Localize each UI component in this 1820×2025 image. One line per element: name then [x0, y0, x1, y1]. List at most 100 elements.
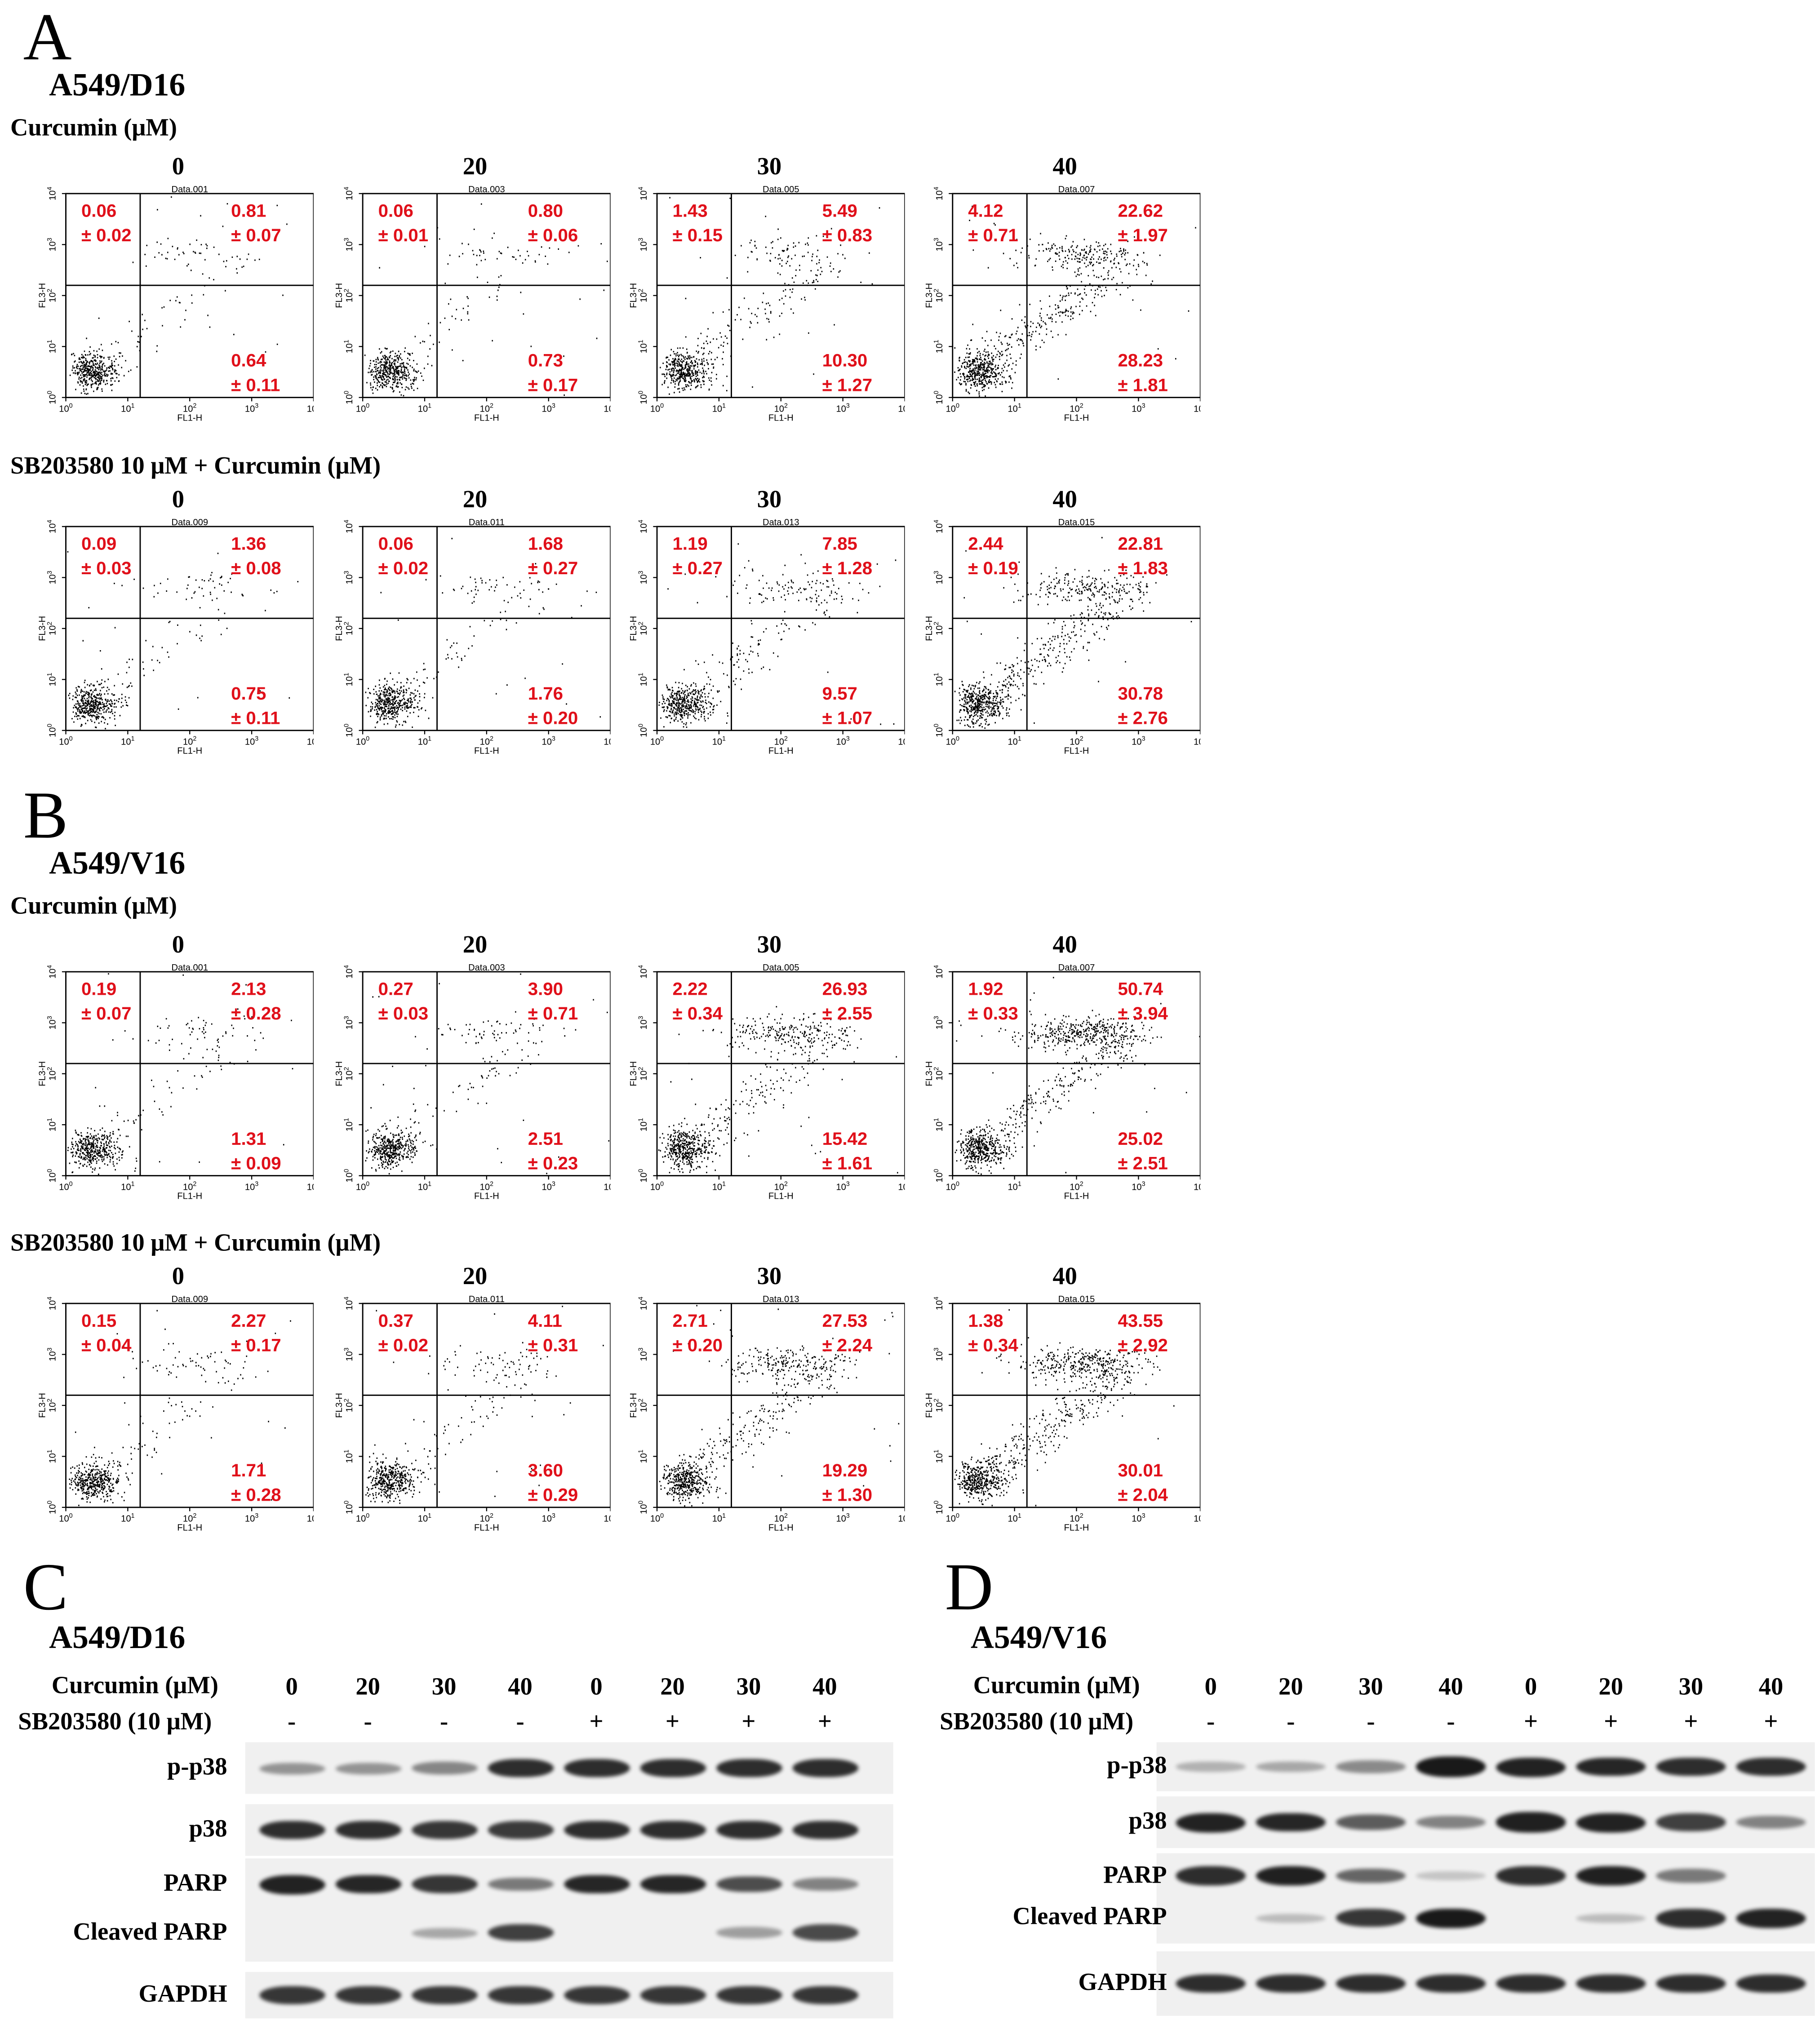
x-tick-label: 101 — [1008, 403, 1021, 414]
sb203580-sign: - — [1207, 1708, 1215, 1736]
event-dots — [69, 196, 288, 395]
x-tick-label: 103 — [245, 1512, 258, 1524]
quadrant-upper-right-value: 3.90 — [528, 979, 563, 999]
y-axis-label: FL3-H — [334, 283, 344, 308]
event-dots — [365, 1306, 604, 1504]
protein-band — [335, 1762, 401, 1774]
x-axis-label: FL1-H — [474, 1191, 499, 1199]
x-tick-label: 102 — [1070, 403, 1083, 414]
file-name: Data.011 — [469, 1294, 505, 1304]
quadrant-upper-left-value: 0.15 — [81, 1311, 116, 1331]
quadrant-lower-right-value: 0.64 — [231, 350, 266, 371]
event-dots — [660, 197, 880, 395]
y-tick-label: 102 — [46, 622, 58, 635]
condition-label: SB203580 10 μM + Curcumin (μM) — [10, 1230, 381, 1257]
y-axis-label: FL3-H — [38, 1393, 48, 1418]
quadrant-upper-left-value: 2.71 — [672, 1311, 707, 1331]
y-tick-label: 100 — [933, 1169, 945, 1183]
protein-band — [1256, 1866, 1326, 1886]
dose-label: 20 — [462, 486, 488, 514]
band-label: p-p38 — [167, 1754, 227, 1781]
quadrant-upper-left-value: 0.19 — [81, 979, 116, 999]
y-axis-label: FL3-H — [629, 616, 639, 641]
x-tick-label: 104 — [1194, 403, 1200, 414]
dose-label: 30 — [757, 931, 782, 959]
quadrant-upper-right-value: ± 1.83 — [1118, 558, 1167, 578]
sb203580-sign: + — [1604, 1708, 1618, 1736]
blot-strip — [245, 1972, 893, 2019]
file-name: Data.005 — [763, 185, 799, 195]
curcumin-dose: 0 — [1204, 1674, 1217, 1701]
dose-label: 30 — [757, 486, 782, 514]
y-tick-label: 102 — [637, 622, 649, 635]
x-tick-label: 101 — [1008, 736, 1021, 747]
protein-band — [1496, 1757, 1566, 1777]
file-name: Data.001 — [171, 185, 208, 195]
x-tick-label: 103 — [1132, 403, 1145, 414]
dose-label: 30 — [757, 1263, 782, 1291]
x-tick-label: 100 — [356, 403, 369, 414]
sb203580-sign: + — [1684, 1708, 1698, 1736]
x-axis-label: FL1-H — [768, 413, 794, 421]
quadrant-lower-right-value: 30.01 — [1118, 1460, 1163, 1480]
y-tick-label: 104 — [933, 520, 945, 533]
y-tick-label: 102 — [46, 1067, 58, 1081]
panel-letter: C — [23, 1551, 68, 1625]
protein-band — [1336, 1760, 1406, 1773]
x-tick-label: 104 — [898, 1181, 905, 1192]
quadrant-upper-left-value: 2.22 — [672, 979, 707, 999]
protein-band — [1336, 1974, 1406, 1993]
x-tick-label: 100 — [650, 1512, 664, 1524]
sb203580-label: SB203580 (10 μM) — [940, 1708, 1134, 1736]
y-tick-label: 101 — [343, 340, 355, 353]
y-tick-label: 104 — [637, 1297, 649, 1310]
curcumin-dose: 30 — [736, 1674, 761, 1701]
x-axis-label: FL1-H — [768, 1523, 794, 1531]
quadrant-lower-right-value: 19.29 — [822, 1460, 868, 1480]
y-tick-label: 100 — [933, 1501, 945, 1514]
protein-band — [1416, 1871, 1486, 1880]
quadrant-upper-left-value: ± 0.03 — [378, 1003, 428, 1024]
protein-band — [258, 1762, 325, 1774]
protein-band — [1176, 1812, 1246, 1832]
y-tick-label: 104 — [933, 187, 945, 200]
y-tick-label: 103 — [46, 571, 58, 584]
blot-strip — [1156, 1951, 1815, 2016]
curcumin-dose: 20 — [1598, 1674, 1623, 1701]
quadrant-upper-right-value: ± 0.27 — [528, 558, 578, 578]
x-tick-label: 103 — [836, 736, 849, 747]
sb203580-sign: - — [1447, 1708, 1455, 1736]
quadrant-upper-right-value: 2.27 — [231, 1311, 266, 1331]
x-tick-label: 104 — [307, 403, 314, 414]
protein-band — [411, 1928, 477, 1938]
protein-band — [335, 1821, 401, 1839]
event-dots — [658, 543, 897, 728]
y-tick-label: 102 — [637, 1067, 649, 1081]
protein-band — [1736, 1974, 1806, 1993]
protein-band — [1576, 1812, 1646, 1832]
y-tick-label: 103 — [933, 571, 945, 584]
curcumin-dose: 40 — [508, 1674, 533, 1701]
quadrant-lower-right-value: ± 0.11 — [231, 708, 280, 728]
dose-label: 20 — [462, 931, 488, 959]
x-tick-label: 103 — [1132, 736, 1145, 747]
plot-frame — [65, 526, 314, 731]
y-tick-label: 100 — [46, 391, 58, 404]
sb203580-sign: - — [288, 1708, 296, 1736]
y-tick-label: 104 — [343, 1297, 355, 1310]
quadrant-lower-right-value: 1.71 — [231, 1460, 266, 1480]
curcumin-dose: 0 — [1524, 1674, 1537, 1701]
y-axis-label: FL3-H — [924, 283, 934, 308]
quadrant-upper-left-value: ± 0.27 — [672, 558, 722, 578]
y-tick-label: 101 — [46, 1449, 58, 1463]
quadrant-upper-right-value: ± 1.97 — [1118, 225, 1167, 245]
protein-band — [792, 1821, 858, 1839]
condition-label: Curcumin (μM) — [10, 115, 178, 142]
x-tick-label: 100 — [356, 736, 369, 747]
quadrant-lower-right-value: ± 0.28 — [231, 1485, 281, 1505]
y-tick-label: 102 — [343, 622, 355, 635]
y-axis-label: FL3-H — [924, 1393, 934, 1418]
